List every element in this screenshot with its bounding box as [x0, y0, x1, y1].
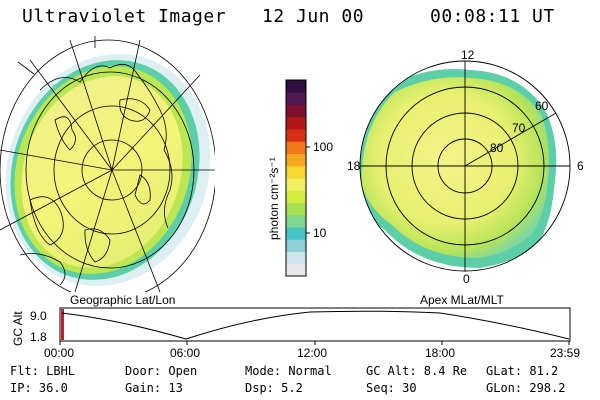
longitude-lines	[0, 39, 215, 292]
glat-value: GLat: 81.2	[486, 364, 559, 378]
colorbar-cell	[286, 92, 306, 105]
mlt-label-6: 6	[577, 159, 584, 173]
mlat-label-60: 60	[535, 99, 549, 113]
gc-alt-ytick-1-8: 1.8	[30, 330, 47, 344]
colorbar-cell	[286, 251, 306, 265]
colorbar-cell	[286, 227, 306, 240]
gc-alt-xtick-0600: 06:00	[170, 346, 200, 360]
polar-spot	[360, 197, 365, 203]
current-time-marker	[61, 309, 64, 340]
colorbar-cell	[286, 129, 306, 142]
polar-grid	[359, 60, 571, 272]
mlt-label-18: 18	[347, 159, 361, 173]
colorbar-cell	[286, 104, 306, 118]
apex-caption: Apex MLat/MLT	[420, 293, 504, 307]
polar-spot	[363, 212, 369, 218]
coastlines	[19, 63, 173, 286]
gc-alt-xtick-2359: 23:59	[550, 346, 580, 360]
colorbar-cell	[286, 239, 306, 252]
seq-value: Seq: 30	[366, 381, 417, 395]
colorbar-cell	[286, 178, 306, 191]
gc-alt-xtick-1800: 18:00	[425, 346, 455, 360]
gc-alt-xtick-1200: 12:00	[297, 346, 327, 360]
geographic-image-panel	[0, 36, 215, 292]
colorbar-tick-100: 100	[313, 140, 333, 154]
gc-alt-plot-frame	[59, 307, 571, 342]
gain-value: Gain: 13	[125, 381, 183, 395]
colorbar-cell	[286, 214, 306, 228]
colorbar-cell	[286, 116, 306, 130]
mlat-label-70: 70	[512, 121, 526, 135]
colorbar-cell	[286, 202, 306, 216]
geographic-caption: Geographic Lat/Lon	[70, 293, 175, 307]
observation-date: 12 Jun 00	[262, 6, 365, 27]
observation-time: 00:08:11 UT	[430, 6, 555, 27]
dsp-value: Dsp: 5.2	[245, 381, 303, 395]
mlt-label-0: 0	[463, 272, 470, 286]
colorbar-cell	[286, 80, 306, 93]
door-value: Door: Open	[125, 364, 198, 378]
colorbar-tick-10: 10	[313, 226, 327, 240]
polar-emission-core	[361, 77, 549, 258]
glon-value: GLon: 298.2	[486, 381, 566, 395]
mlat-label-80: 80	[490, 141, 504, 155]
colorbar-unit-label: photon cm⁻²s⁻¹	[267, 157, 281, 240]
mode-value: Mode: Normal	[245, 364, 332, 378]
gc-alt-ylabel: GC Alt	[11, 311, 25, 346]
emission-core	[21, 76, 183, 268]
filter-value: Flt: LBHL	[10, 364, 76, 378]
colorbar-cell	[286, 153, 306, 167]
mlt-label-12: 12	[461, 48, 475, 62]
gc-alt-curve	[61, 310, 570, 340]
polar-image-panel: 12 18 6 0 60 70 80	[347, 48, 584, 286]
instrument-title: Ultraviolet Imager	[22, 6, 227, 27]
ip-value: IP: 36.0	[10, 381, 68, 395]
colorbar-cell	[286, 263, 306, 277]
map-edge-ticks	[17, 36, 96, 75]
colorbar: 100 10 photon cm⁻²s⁻¹	[267, 79, 333, 277]
gc-alt-ytick-9: 9.0	[30, 309, 47, 323]
gc-alt-plot: GC Alt 9.0 1.8 00:00 06:00 12:00 18:00 2…	[11, 307, 580, 360]
polar-spot	[353, 180, 357, 184]
gc-alt-xtick-0000: 00:00	[44, 346, 74, 360]
colorbar-cell	[286, 141, 306, 154]
polar-spot	[369, 229, 375, 235]
colorbar-cell	[286, 165, 306, 179]
colorbar-cell	[286, 190, 306, 203]
gc-alt-value: GC Alt: 8.4 Re	[366, 364, 468, 378]
